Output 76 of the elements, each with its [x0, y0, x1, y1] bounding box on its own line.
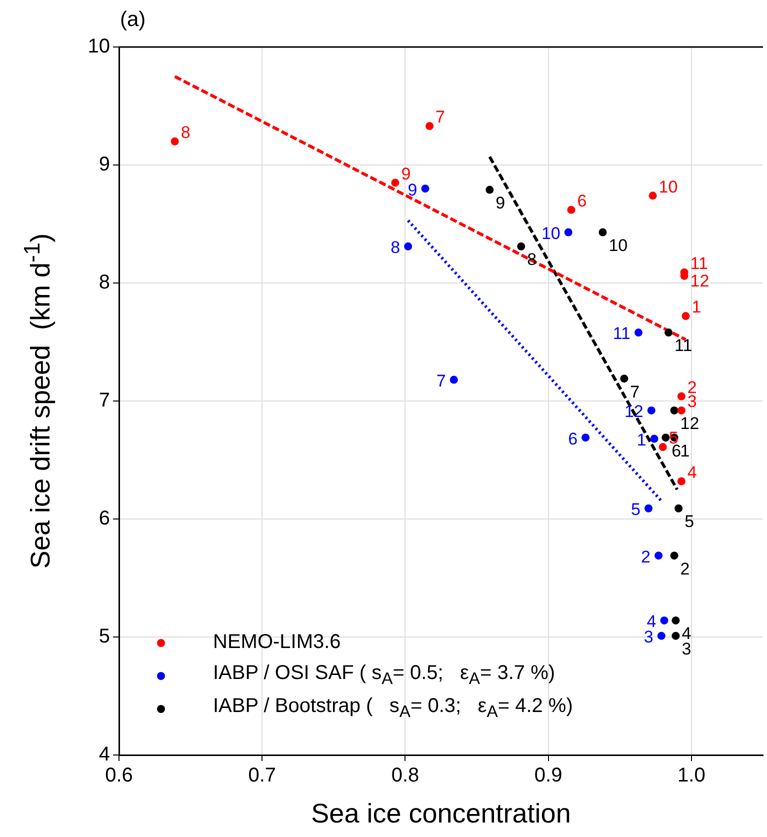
- annotation: 12: [624, 402, 644, 422]
- point: [650, 434, 658, 443]
- annotation: 12: [690, 272, 710, 291]
- annotation: 5: [684, 512, 694, 532]
- point: [620, 374, 628, 383]
- annotation: 8: [180, 123, 190, 142]
- point: [644, 504, 653, 512]
- point: [672, 616, 680, 624]
- y-tick-label: 8: [98, 272, 110, 294]
- point: [677, 392, 686, 400]
- annotation: 10: [658, 177, 678, 196]
- annotation: 1: [692, 298, 702, 317]
- y-tick-label: 4: [98, 744, 110, 766]
- point: [677, 406, 686, 414]
- annotation: 9: [496, 193, 506, 212]
- annotation: 4: [687, 462, 697, 482]
- y-tick-label: 5: [98, 626, 110, 648]
- annotation: 1: [636, 430, 646, 450]
- y-tick-label: 9: [98, 154, 110, 176]
- point: [634, 328, 642, 337]
- point: [391, 178, 400, 187]
- point: [670, 406, 678, 414]
- annotation: 10: [541, 224, 560, 243]
- x-axis-title: Sea ice concentration: [311, 798, 571, 828]
- point: [662, 434, 670, 442]
- point: [564, 228, 572, 236]
- annotation: 2: [680, 559, 690, 578]
- point: [658, 443, 667, 452]
- point: [170, 137, 179, 146]
- legend-label: IABP / Bootstrap ( s$_{A}$= 0.3; ε$_{A}$= 4.2 %): [213, 695, 573, 722]
- annotation: 1: [680, 441, 690, 460]
- annotation: 6: [568, 429, 578, 448]
- x-tick-label: 0.8: [391, 764, 420, 787]
- annotation: 7: [436, 371, 446, 390]
- annotation: 12: [680, 414, 700, 434]
- y-tick-label: 6: [98, 508, 110, 530]
- chart-title: (a): [120, 8, 146, 32]
- annotation: 11: [674, 336, 692, 356]
- x-tick-label: 0.9: [534, 764, 562, 787]
- point: [426, 122, 434, 130]
- point: [672, 632, 680, 640]
- point: [660, 616, 668, 624]
- y-tick-label: 10: [88, 36, 110, 58]
- point: [450, 376, 458, 384]
- x-tick-label: 0.7: [248, 764, 276, 787]
- legend-label: NEMO-LIM3.6: [213, 631, 341, 654]
- point: [517, 242, 526, 250]
- point: [654, 552, 663, 560]
- point: [664, 328, 673, 337]
- legend-label: IABP / OSI SAF ( s$_{A}$= 0.5; ε$_{A}$= 3.7 %): [213, 662, 556, 689]
- point: [670, 552, 678, 560]
- point: [657, 632, 666, 640]
- annotation: 5: [631, 500, 641, 520]
- x-tick-label: 0.6: [105, 764, 133, 787]
- point: [486, 186, 494, 194]
- point: [677, 477, 686, 486]
- annotation: 2: [641, 547, 651, 566]
- x-tick-label: 1.0: [678, 764, 706, 787]
- point: [582, 434, 590, 442]
- point: [647, 406, 656, 414]
- annotation: 11: [690, 254, 708, 274]
- point: [567, 206, 576, 214]
- annotation: 8: [390, 238, 400, 258]
- y-tick-label: 7: [98, 390, 110, 412]
- annotation: 7: [436, 108, 446, 127]
- point: [598, 228, 607, 236]
- annotation: 10: [608, 236, 628, 255]
- point: [421, 184, 430, 193]
- point: [648, 192, 657, 200]
- point: [404, 242, 412, 250]
- annotation: 6: [577, 192, 587, 211]
- annotation: 11: [612, 324, 630, 344]
- annotation: 7: [630, 382, 640, 402]
- point: [674, 504, 683, 512]
- annotation: 3: [687, 392, 697, 412]
- point: [682, 312, 690, 320]
